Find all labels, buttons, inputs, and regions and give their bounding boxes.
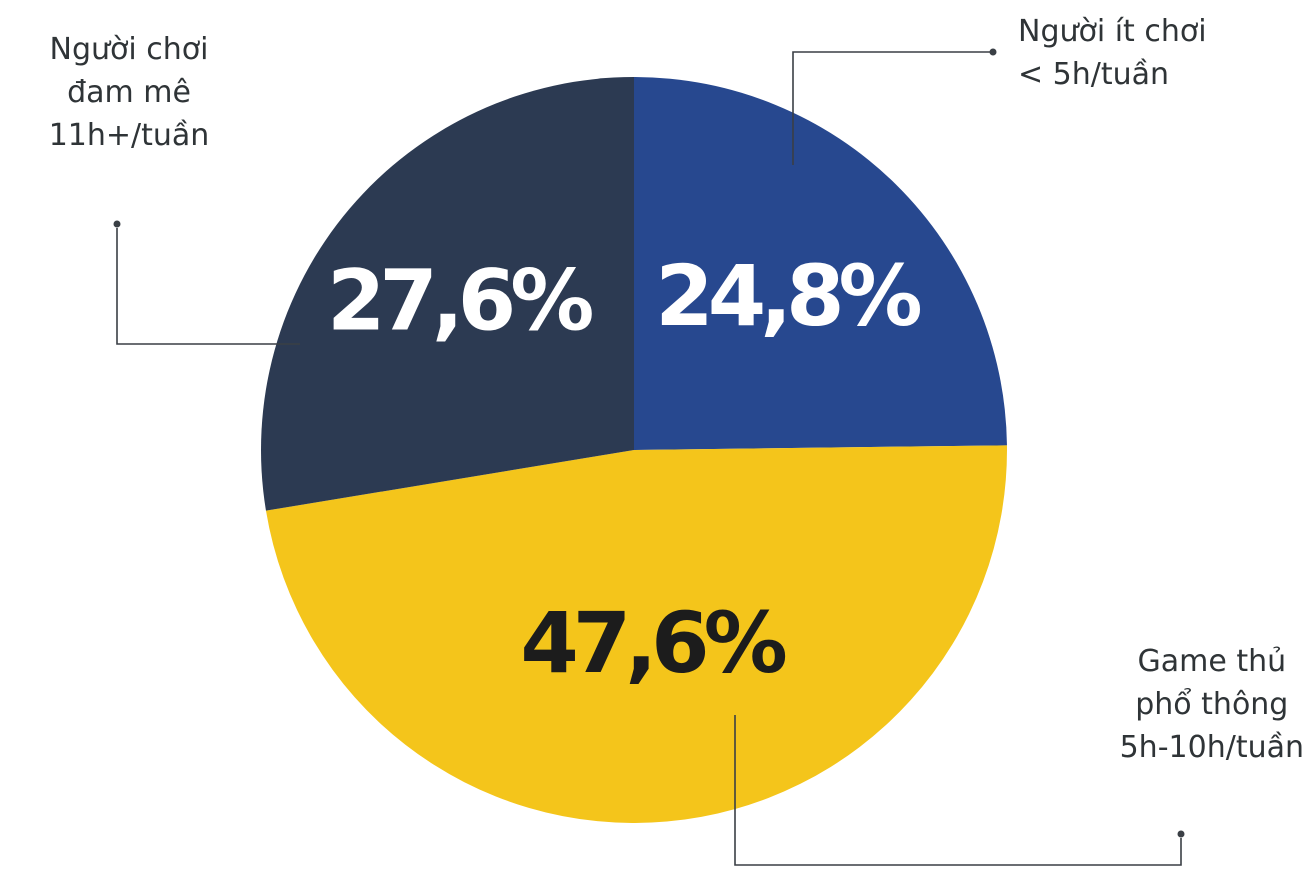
value-label-light-players: 24,8% <box>655 247 920 345</box>
label-line: Người chơi <box>49 32 209 67</box>
label-line: < 5h/tuần <box>1018 57 1170 92</box>
leader-dot-passionate-players <box>113 220 121 228</box>
slice-label-passionate-players: Người chơi đam mê 11h+/tuần <box>14 28 244 157</box>
slice-passionate-players <box>261 77 634 511</box>
label-line: 11h+/tuần <box>48 118 210 153</box>
label-line: đam mê <box>67 75 191 110</box>
slice-label-light-players: Người ít chơi < 5h/tuần <box>1018 10 1207 96</box>
leader-line-light-players <box>792 51 990 165</box>
slice-label-regular-gamers: Game thủ phổ thông 5h-10h/tuần <box>1120 640 1304 769</box>
leader-dot-regular-gamers <box>1177 830 1185 838</box>
label-line: Game thủ <box>1137 644 1287 679</box>
slice-light-players <box>634 77 1007 450</box>
value-label-regular-gamers: 47,6% <box>520 594 785 692</box>
leader-line-passionate-players <box>116 228 300 345</box>
label-line: 5h-10h/tuần <box>1119 730 1304 765</box>
slice-regular-gamers <box>265 445 1007 823</box>
label-line: phổ thông <box>1135 687 1289 722</box>
leader-line-regular-gamers <box>734 715 1182 866</box>
label-line: Người ít chơi <box>1018 14 1207 49</box>
value-label-passionate-players: 27,6% <box>327 251 592 349</box>
leader-dot-light-players <box>989 48 997 56</box>
